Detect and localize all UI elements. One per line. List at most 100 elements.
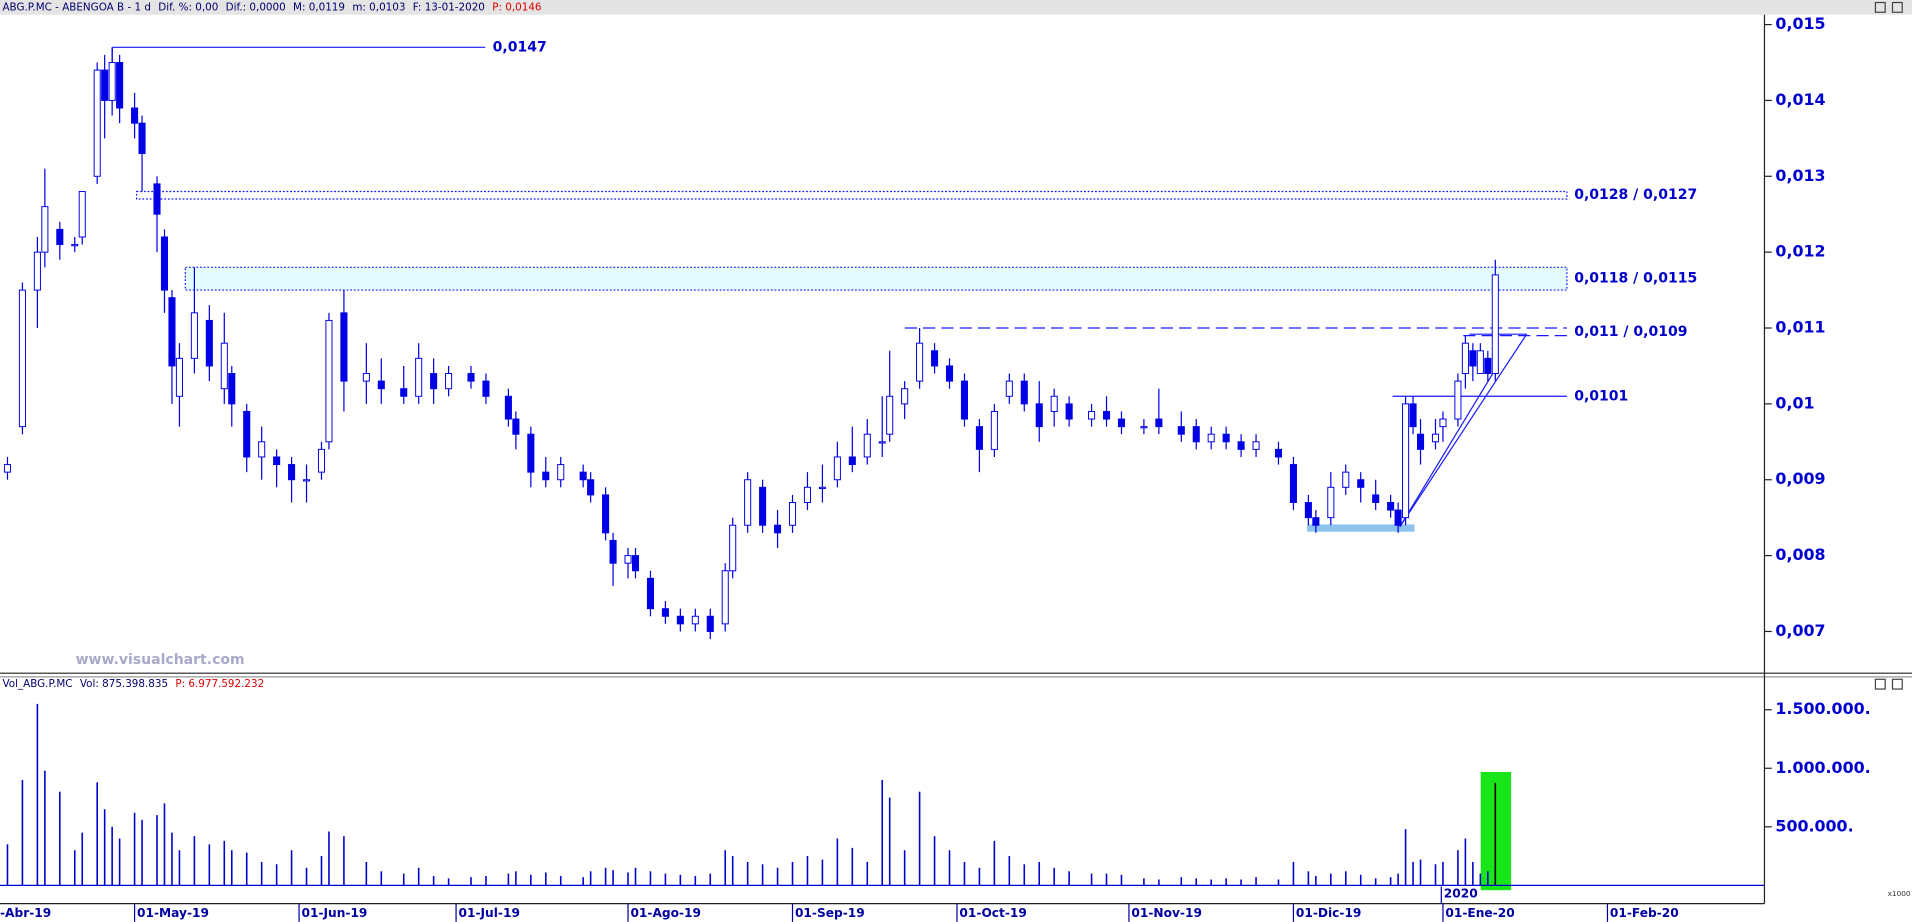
x-tick-label: 01-Nov-19 bbox=[1131, 906, 1202, 920]
candle-body bbox=[803, 486, 811, 503]
candle bbox=[400, 365, 408, 404]
candle bbox=[445, 365, 453, 397]
candle bbox=[1454, 373, 1462, 427]
candle bbox=[646, 570, 654, 617]
candle-body bbox=[153, 183, 161, 215]
candle-body bbox=[886, 395, 894, 435]
candle-body bbox=[1484, 357, 1492, 375]
candle-body bbox=[504, 395, 512, 420]
candle-body bbox=[1117, 418, 1126, 428]
candle-body bbox=[818, 486, 826, 490]
trend-line bbox=[1399, 333, 1528, 528]
candle bbox=[1416, 419, 1425, 465]
candle-body bbox=[243, 410, 251, 458]
candle-body bbox=[1357, 479, 1365, 488]
candle-body bbox=[661, 608, 669, 617]
candle-body bbox=[190, 312, 198, 359]
candle-body bbox=[512, 418, 520, 435]
candle-body bbox=[1088, 410, 1096, 420]
window-button[interactable] bbox=[1874, 1, 1886, 13]
candle bbox=[774, 510, 782, 549]
candle bbox=[975, 419, 983, 473]
candle bbox=[624, 548, 632, 579]
candle-body bbox=[205, 319, 213, 367]
candle-body bbox=[415, 357, 423, 397]
candle bbox=[1117, 411, 1126, 435]
candle bbox=[557, 456, 565, 488]
window-button[interactable] bbox=[1874, 678, 1886, 690]
candle bbox=[41, 168, 49, 268]
candle-body bbox=[901, 388, 909, 405]
candle bbox=[1387, 494, 1395, 518]
window-button[interactable] bbox=[1891, 678, 1903, 690]
candle-body bbox=[587, 479, 595, 496]
candle bbox=[803, 472, 811, 511]
level-label: 0,011 / 0,0109 bbox=[1574, 324, 1687, 340]
candle bbox=[527, 426, 535, 488]
candle-body bbox=[833, 456, 841, 481]
candle-body bbox=[527, 433, 535, 473]
candle-body bbox=[1402, 403, 1410, 519]
candle-body bbox=[273, 456, 281, 466]
year-label: 2020 bbox=[1444, 886, 1478, 900]
candle bbox=[131, 92, 139, 139]
candle-body bbox=[400, 388, 408, 397]
candle-body bbox=[78, 190, 86, 238]
header-item: F: 13-01-2020 bbox=[413, 1, 485, 13]
candle-body bbox=[1289, 464, 1297, 503]
header-item: m: 0,0103 bbox=[352, 1, 405, 13]
unit-label: x1000 bbox=[1888, 889, 1911, 898]
candle bbox=[288, 456, 296, 503]
candle bbox=[1394, 502, 1402, 533]
window-button[interactable] bbox=[1891, 1, 1903, 13]
candle-body bbox=[325, 319, 333, 443]
candle bbox=[1207, 426, 1215, 450]
candle-body bbox=[863, 433, 871, 458]
candle-body bbox=[1252, 441, 1260, 450]
y-tick-label: 0,007 bbox=[1775, 621, 1825, 640]
candle bbox=[430, 358, 438, 404]
candle-body bbox=[467, 373, 475, 382]
header-item: P: 6.977.592.232 bbox=[175, 678, 264, 690]
candle bbox=[1065, 396, 1073, 427]
y-tick-label: 0,012 bbox=[1775, 242, 1825, 261]
candle-body bbox=[1416, 433, 1425, 450]
candle bbox=[759, 479, 767, 533]
candle bbox=[1327, 472, 1335, 526]
candle-body bbox=[624, 555, 632, 564]
candle bbox=[220, 312, 228, 404]
candle bbox=[878, 396, 886, 457]
candle bbox=[33, 236, 41, 329]
candle bbox=[108, 47, 116, 116]
x-tick-label: 01-Ago-19 bbox=[630, 906, 701, 920]
candle-body bbox=[160, 236, 169, 291]
candle bbox=[1252, 434, 1260, 457]
candle bbox=[1177, 411, 1185, 442]
candle bbox=[71, 236, 79, 253]
candle-body bbox=[1192, 426, 1200, 443]
candle-body bbox=[1394, 509, 1402, 526]
y-tick-label: 1.000.000. bbox=[1775, 758, 1870, 777]
header-text: Vol_ABG.P.MC Vol: 875.398.835 P: 6.977.592… bbox=[2, 678, 264, 690]
level-label: 0,0118 / 0,0115 bbox=[1574, 271, 1697, 287]
candle bbox=[833, 441, 841, 488]
candle bbox=[160, 229, 169, 313]
candle-body bbox=[960, 380, 969, 420]
candle bbox=[138, 115, 146, 192]
candle bbox=[3, 456, 12, 480]
candle-body bbox=[317, 448, 326, 473]
header-text: ABG.P.MC - ABENGOA B - 1 d Dif. %: 0,00 Di… bbox=[2, 1, 541, 13]
x-tick-label: 01-Jun-19 bbox=[301, 906, 367, 920]
candle bbox=[1237, 434, 1245, 457]
candle bbox=[1439, 411, 1447, 442]
candle bbox=[504, 388, 512, 427]
candle-body bbox=[131, 107, 139, 124]
candle bbox=[1289, 456, 1297, 511]
candle bbox=[1402, 396, 1410, 526]
candle bbox=[676, 608, 684, 632]
candle-body bbox=[975, 426, 983, 450]
candle bbox=[1304, 494, 1312, 526]
candle bbox=[945, 358, 954, 389]
candle-body bbox=[878, 441, 886, 444]
